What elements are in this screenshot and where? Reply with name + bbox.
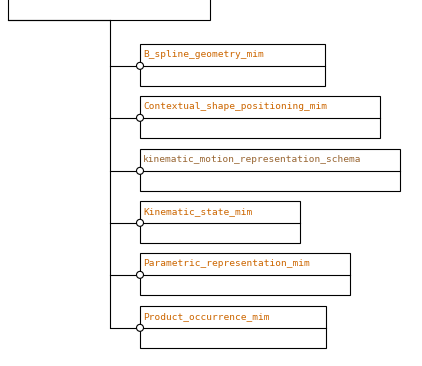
Bar	[140, 253, 350, 295]
Bar	[8, 0, 210, 20]
Circle shape	[136, 219, 143, 226]
Text: Product_occurrence_mim: Product_occurrence_mim	[143, 312, 270, 321]
Circle shape	[136, 62, 143, 69]
Circle shape	[136, 114, 143, 122]
Circle shape	[136, 167, 143, 174]
Circle shape	[136, 324, 143, 331]
Text: kinematic_motion_representation_schema: kinematic_motion_representation_schema	[143, 155, 362, 164]
Text: Parametric_representation_mim: Parametric_representation_mim	[143, 259, 310, 268]
Text: Kinematic_state_mim: Kinematic_state_mim	[143, 207, 252, 216]
Text: Contextual_shape_positioning_mim: Contextual_shape_positioning_mim	[143, 102, 327, 111]
Text: B_spline_geometry_mim: B_spline_geometry_mim	[143, 50, 264, 59]
Bar	[140, 149, 400, 191]
Bar	[140, 96, 380, 138]
Bar	[140, 201, 300, 243]
Bar	[140, 44, 325, 86]
Bar	[140, 306, 326, 348]
Circle shape	[136, 271, 143, 278]
